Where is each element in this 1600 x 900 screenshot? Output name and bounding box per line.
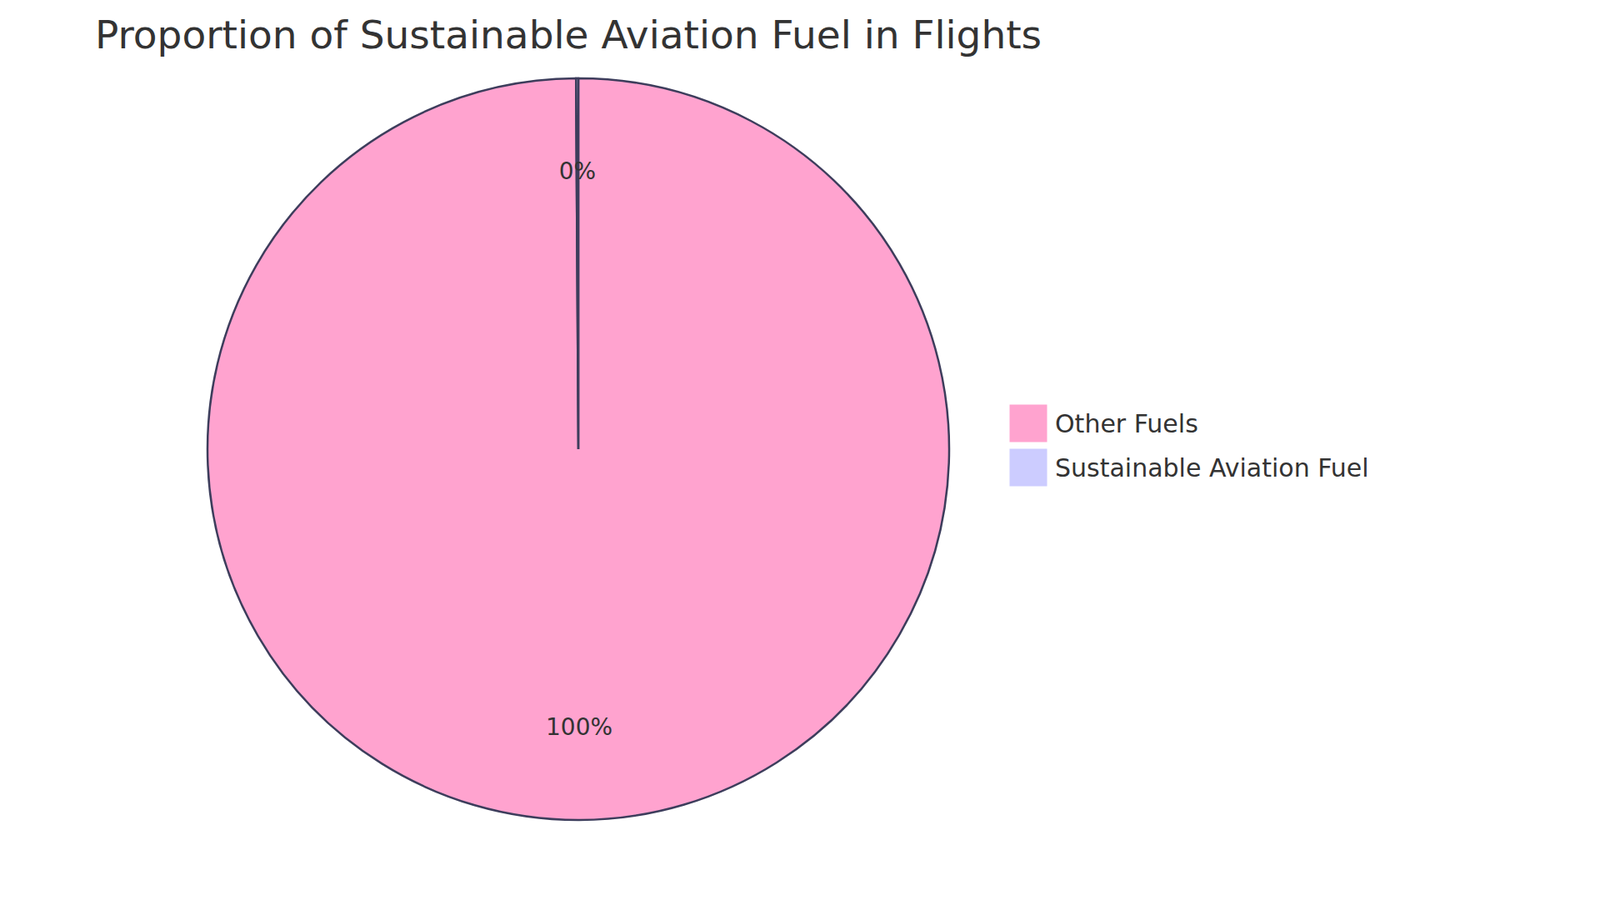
data-label: 100% (545, 713, 613, 741)
data-label: 0% (559, 157, 596, 185)
title: Proportion of Sustainable Aviation Fuel … (95, 11, 1042, 58)
slices (207, 78, 950, 820)
legend-swatch (1010, 405, 1047, 442)
slice (207, 78, 950, 820)
legend-label: Sustainable Aviation Fuel (1055, 453, 1370, 483)
chart: Proportion of Sustainable Aviation Fuel … (0, 0, 1600, 900)
slice (575, 78, 579, 450)
legend: Other Fuels Sustainable Aviation Fuel (1010, 405, 1370, 486)
legend-swatch (1010, 449, 1047, 486)
legend-label: Other Fuels (1055, 409, 1199, 439)
